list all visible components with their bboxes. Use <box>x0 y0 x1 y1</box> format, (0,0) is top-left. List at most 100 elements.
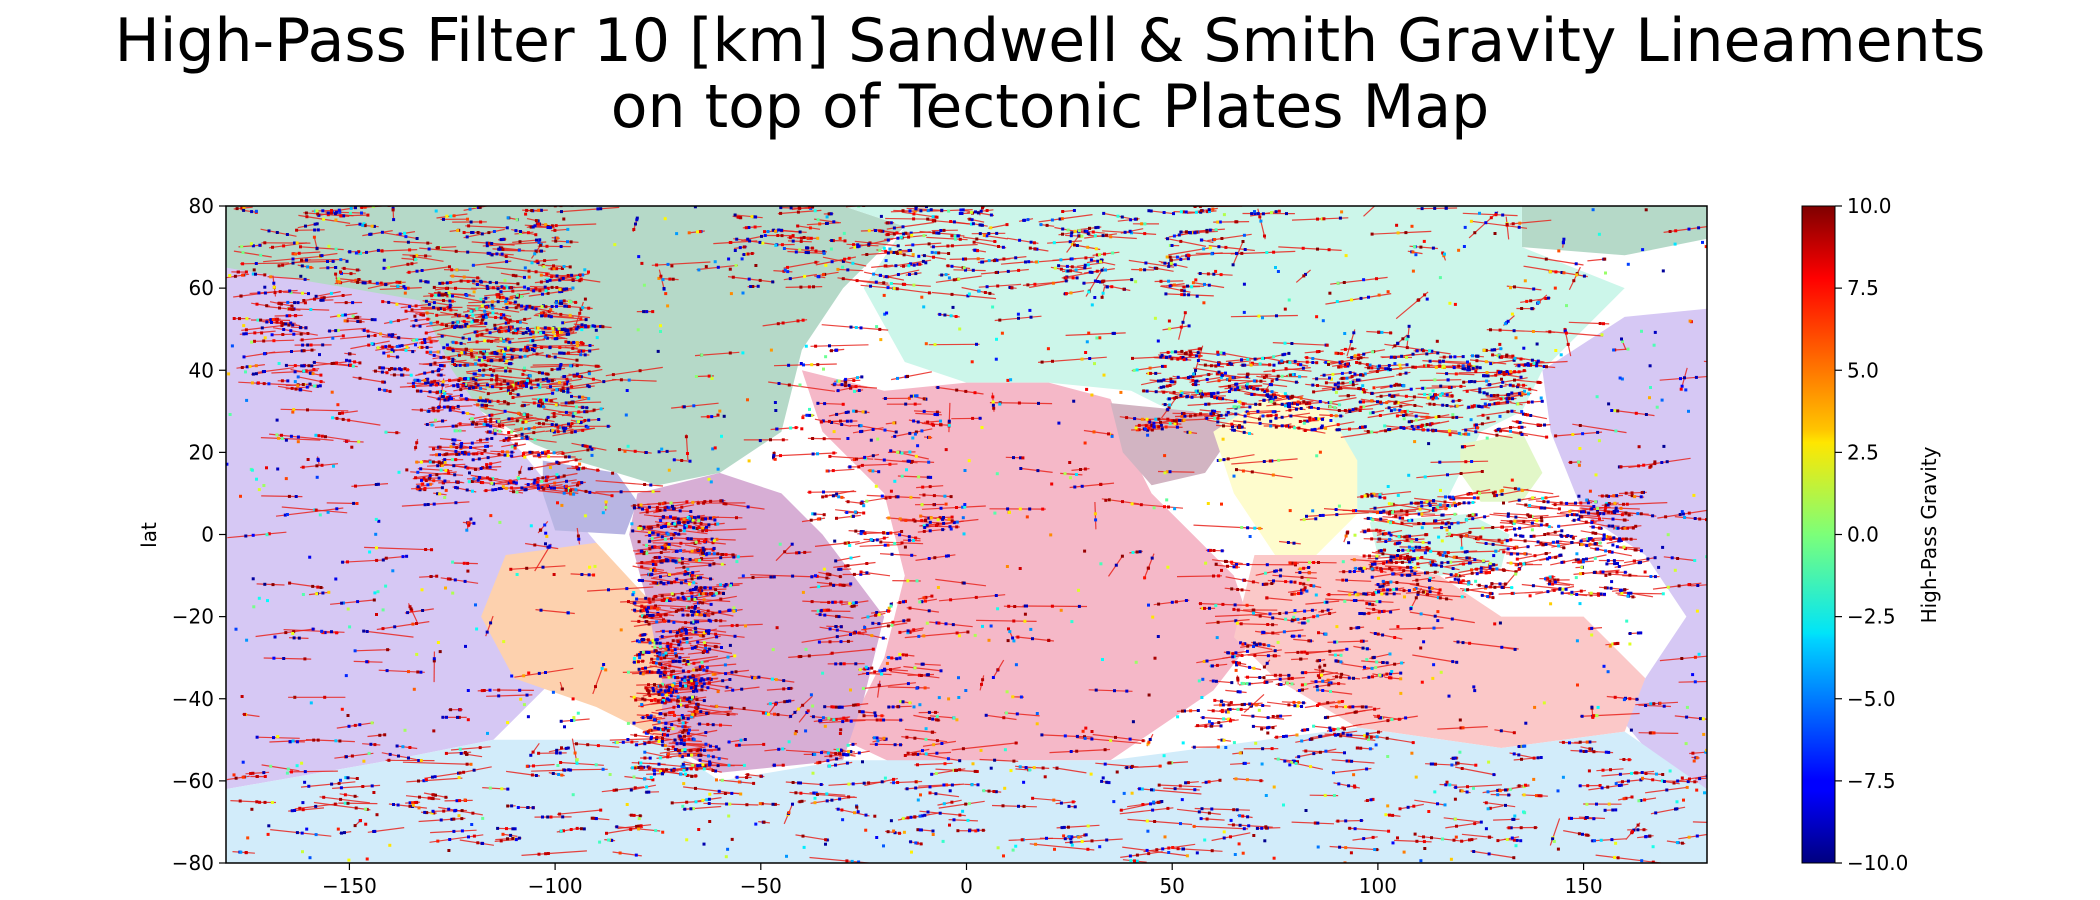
gravity-point <box>1183 311 1187 315</box>
lineament <box>514 327 546 330</box>
gravity-point <box>1349 381 1352 384</box>
lineament <box>402 761 473 765</box>
gravity-point <box>1302 518 1306 522</box>
gravity-point <box>682 405 686 409</box>
gravity-point <box>707 802 711 805</box>
lineament <box>670 528 708 535</box>
gravity-point <box>544 852 548 856</box>
gravity-point <box>577 537 581 541</box>
gravity-point <box>314 433 318 437</box>
gravity-point <box>474 386 478 389</box>
lineament <box>692 607 734 617</box>
gravity-point <box>304 224 307 228</box>
gravity-point <box>510 450 514 454</box>
gravity-point <box>463 363 467 367</box>
gravity-point <box>380 249 384 253</box>
lineament <box>810 344 869 347</box>
gravity-point <box>379 281 383 285</box>
gravity-point <box>1301 246 1305 250</box>
lineament <box>230 800 260 803</box>
gravity-point <box>356 600 360 604</box>
gravity-point <box>453 438 457 442</box>
gravity-point <box>471 263 475 267</box>
gravity-point <box>1275 314 1278 318</box>
gravity-point <box>263 582 267 586</box>
lineament <box>1587 258 1605 262</box>
gravity-point <box>535 259 539 263</box>
gravity-point <box>1352 558 1356 562</box>
gravity-point <box>368 280 372 284</box>
gravity-point <box>450 268 454 272</box>
gravity-point <box>1386 581 1390 585</box>
gravity-point <box>1212 574 1215 578</box>
gravity-point <box>849 325 853 329</box>
lineament <box>719 779 755 785</box>
gravity-point <box>544 479 548 483</box>
gravity-point <box>782 687 786 691</box>
gravity-point <box>501 423 505 427</box>
gravity-point <box>539 273 543 277</box>
gravity-point <box>1591 714 1595 718</box>
gravity-point <box>462 561 466 565</box>
gravity-point <box>507 417 511 421</box>
lineament <box>448 294 488 303</box>
gravity-point <box>471 377 475 381</box>
gravity-point <box>577 420 580 424</box>
gravity-point <box>973 391 977 395</box>
gravity-point <box>1181 320 1185 324</box>
gravity-point <box>1578 424 1582 427</box>
gravity-point <box>530 209 534 212</box>
gravity-point <box>540 346 544 349</box>
gravity-point <box>781 438 785 442</box>
gravity-point <box>1246 563 1250 566</box>
lineament <box>609 738 657 741</box>
gravity-point <box>415 237 419 240</box>
gravity-point <box>949 598 953 602</box>
lineament <box>641 560 676 564</box>
gravity-point <box>981 206 984 210</box>
lineament <box>1157 470 1195 473</box>
lineament <box>1230 563 1297 566</box>
lineament <box>330 599 376 605</box>
gravity-point <box>1500 645 1504 649</box>
gravity-point <box>596 207 600 211</box>
gravity-point <box>1321 513 1325 517</box>
gravity-point <box>1265 680 1269 684</box>
gravity-point <box>594 685 597 689</box>
gravity-point <box>466 217 469 221</box>
gravity-point <box>448 299 452 303</box>
gravity-point <box>392 373 396 377</box>
gravity-point <box>443 458 447 462</box>
lineament <box>1122 846 1189 857</box>
gravity-point <box>796 319 800 323</box>
gravity-point <box>1648 731 1652 735</box>
gravity-point <box>718 610 722 614</box>
gravity-point <box>1522 793 1526 797</box>
gravity-point <box>1022 804 1026 808</box>
gravity-point <box>295 228 299 232</box>
gravity-point <box>378 387 381 391</box>
gravity-point <box>474 362 478 366</box>
gravity-point <box>491 286 495 290</box>
gravity-point <box>433 775 437 779</box>
gravity-point <box>1271 631 1275 635</box>
gravity-point <box>569 489 573 493</box>
gravity-point <box>1233 603 1237 607</box>
lineament <box>295 229 325 231</box>
gravity-point <box>799 655 803 658</box>
gravity-point <box>1262 398 1266 402</box>
gravity-point <box>573 751 577 755</box>
plate-4 <box>843 206 1625 514</box>
gravity-point <box>1080 840 1084 843</box>
gravity-point <box>1693 680 1697 684</box>
lineament <box>1330 276 1388 285</box>
gravity-point <box>316 457 320 461</box>
lineament <box>482 787 510 790</box>
gravity-point <box>825 799 829 803</box>
gravity-point <box>1544 297 1548 300</box>
lineament <box>1509 219 1552 225</box>
gravity-point <box>1050 604 1054 608</box>
gravity-point <box>342 266 346 270</box>
gravity-point <box>472 521 476 525</box>
gravity-point <box>1511 222 1515 226</box>
